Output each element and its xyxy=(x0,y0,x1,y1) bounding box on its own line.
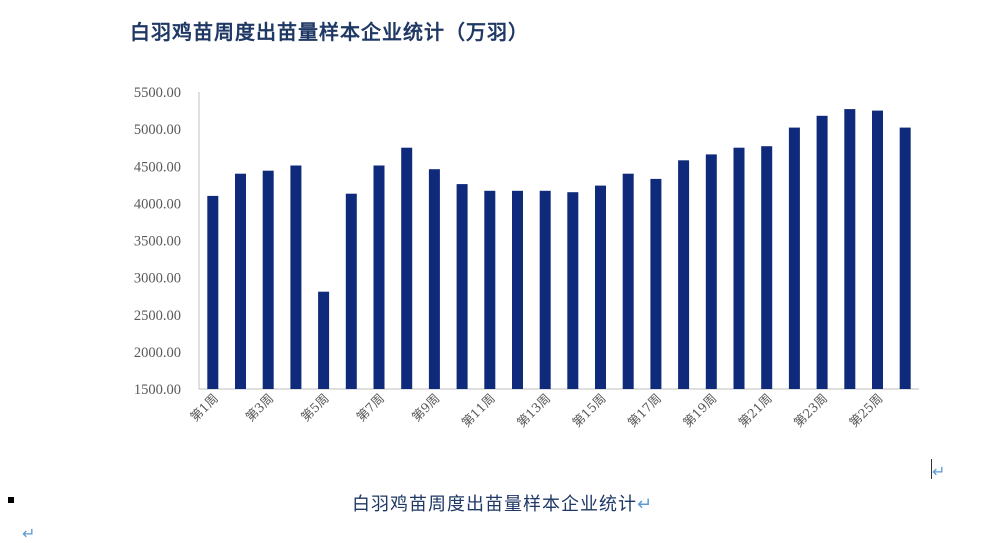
x-tick-label: 第15周 xyxy=(569,391,609,431)
y-tick-label: 5500.00 xyxy=(134,85,181,101)
bar xyxy=(678,160,690,389)
paragraph-mark: ↵ xyxy=(932,462,946,481)
x-tick-label: 第19周 xyxy=(680,391,720,431)
bar xyxy=(318,291,330,389)
y-tick-label: 2000.00 xyxy=(134,345,181,361)
bar xyxy=(595,185,606,389)
bar xyxy=(788,127,800,389)
bar xyxy=(705,154,717,389)
chart-title: 白羽鸡苗周度出苗量样本企业统计（万羽） xyxy=(130,20,529,44)
y-tick-label: 2500.00 xyxy=(134,308,181,324)
bar xyxy=(650,178,662,389)
y-tick-label: 3000.00 xyxy=(134,271,181,287)
bar xyxy=(345,193,357,389)
bar xyxy=(484,190,496,389)
x-tick-label: 第13周 xyxy=(514,391,554,431)
caption-return-mark: ↵ xyxy=(636,494,654,515)
bar xyxy=(512,190,523,389)
bar xyxy=(235,173,246,389)
x-tick-label: 第21周 xyxy=(735,391,775,431)
x-tick-label: 第3周 xyxy=(242,391,276,425)
y-tick-label: 3500.00 xyxy=(134,234,181,250)
x-tick-label: 第17周 xyxy=(625,391,665,431)
y-tick-label: 4500.00 xyxy=(134,159,181,175)
bullet-marker xyxy=(8,497,14,503)
text-cursor xyxy=(931,459,932,479)
x-axis-labels: 第1周 第3周 第5周 第7周 第9周 第11周 第13周 第15周 第17周 第19周 第21周第… xyxy=(187,391,886,431)
x-tick-label: 第7周 xyxy=(353,391,387,425)
paragraph-mark: ↵ xyxy=(22,524,36,543)
bar xyxy=(207,195,219,389)
bar xyxy=(262,170,274,389)
x-tick-label: 第5周 xyxy=(298,391,332,425)
caption-text: 白羽鸡苗周度出苗量样本企业统计 xyxy=(351,494,637,515)
bar xyxy=(872,110,883,389)
bars xyxy=(207,109,911,390)
bar xyxy=(373,165,385,389)
bar xyxy=(539,190,551,389)
y-tick-label: 1500.00 xyxy=(134,382,181,398)
y-tick-label: 4000.00 xyxy=(134,196,181,212)
bar xyxy=(622,173,634,389)
bar xyxy=(733,147,745,389)
y-tick-label: 5000.00 xyxy=(134,122,181,138)
bar xyxy=(816,115,828,390)
x-tick-label: 第23周 xyxy=(791,391,831,431)
bar xyxy=(899,127,911,389)
x-tick-label: 第1周 xyxy=(187,391,221,425)
figure-caption: 白羽鸡苗周度出苗量样本企业统计↵ xyxy=(0,490,1005,516)
bar xyxy=(290,165,302,389)
x-tick-label: 第9周 xyxy=(409,391,443,425)
bar xyxy=(428,169,440,389)
bar xyxy=(844,109,856,389)
bar xyxy=(401,147,413,389)
bar xyxy=(567,192,579,389)
x-tick-label: 第11周 xyxy=(458,391,498,431)
bar xyxy=(456,184,468,389)
y-axis-labels: 5500.00 5000.00 4500.00 4000.00 3500.00 3000.… xyxy=(134,85,181,398)
x-tick-label: 第25周 xyxy=(846,391,886,431)
bar xyxy=(761,146,773,389)
